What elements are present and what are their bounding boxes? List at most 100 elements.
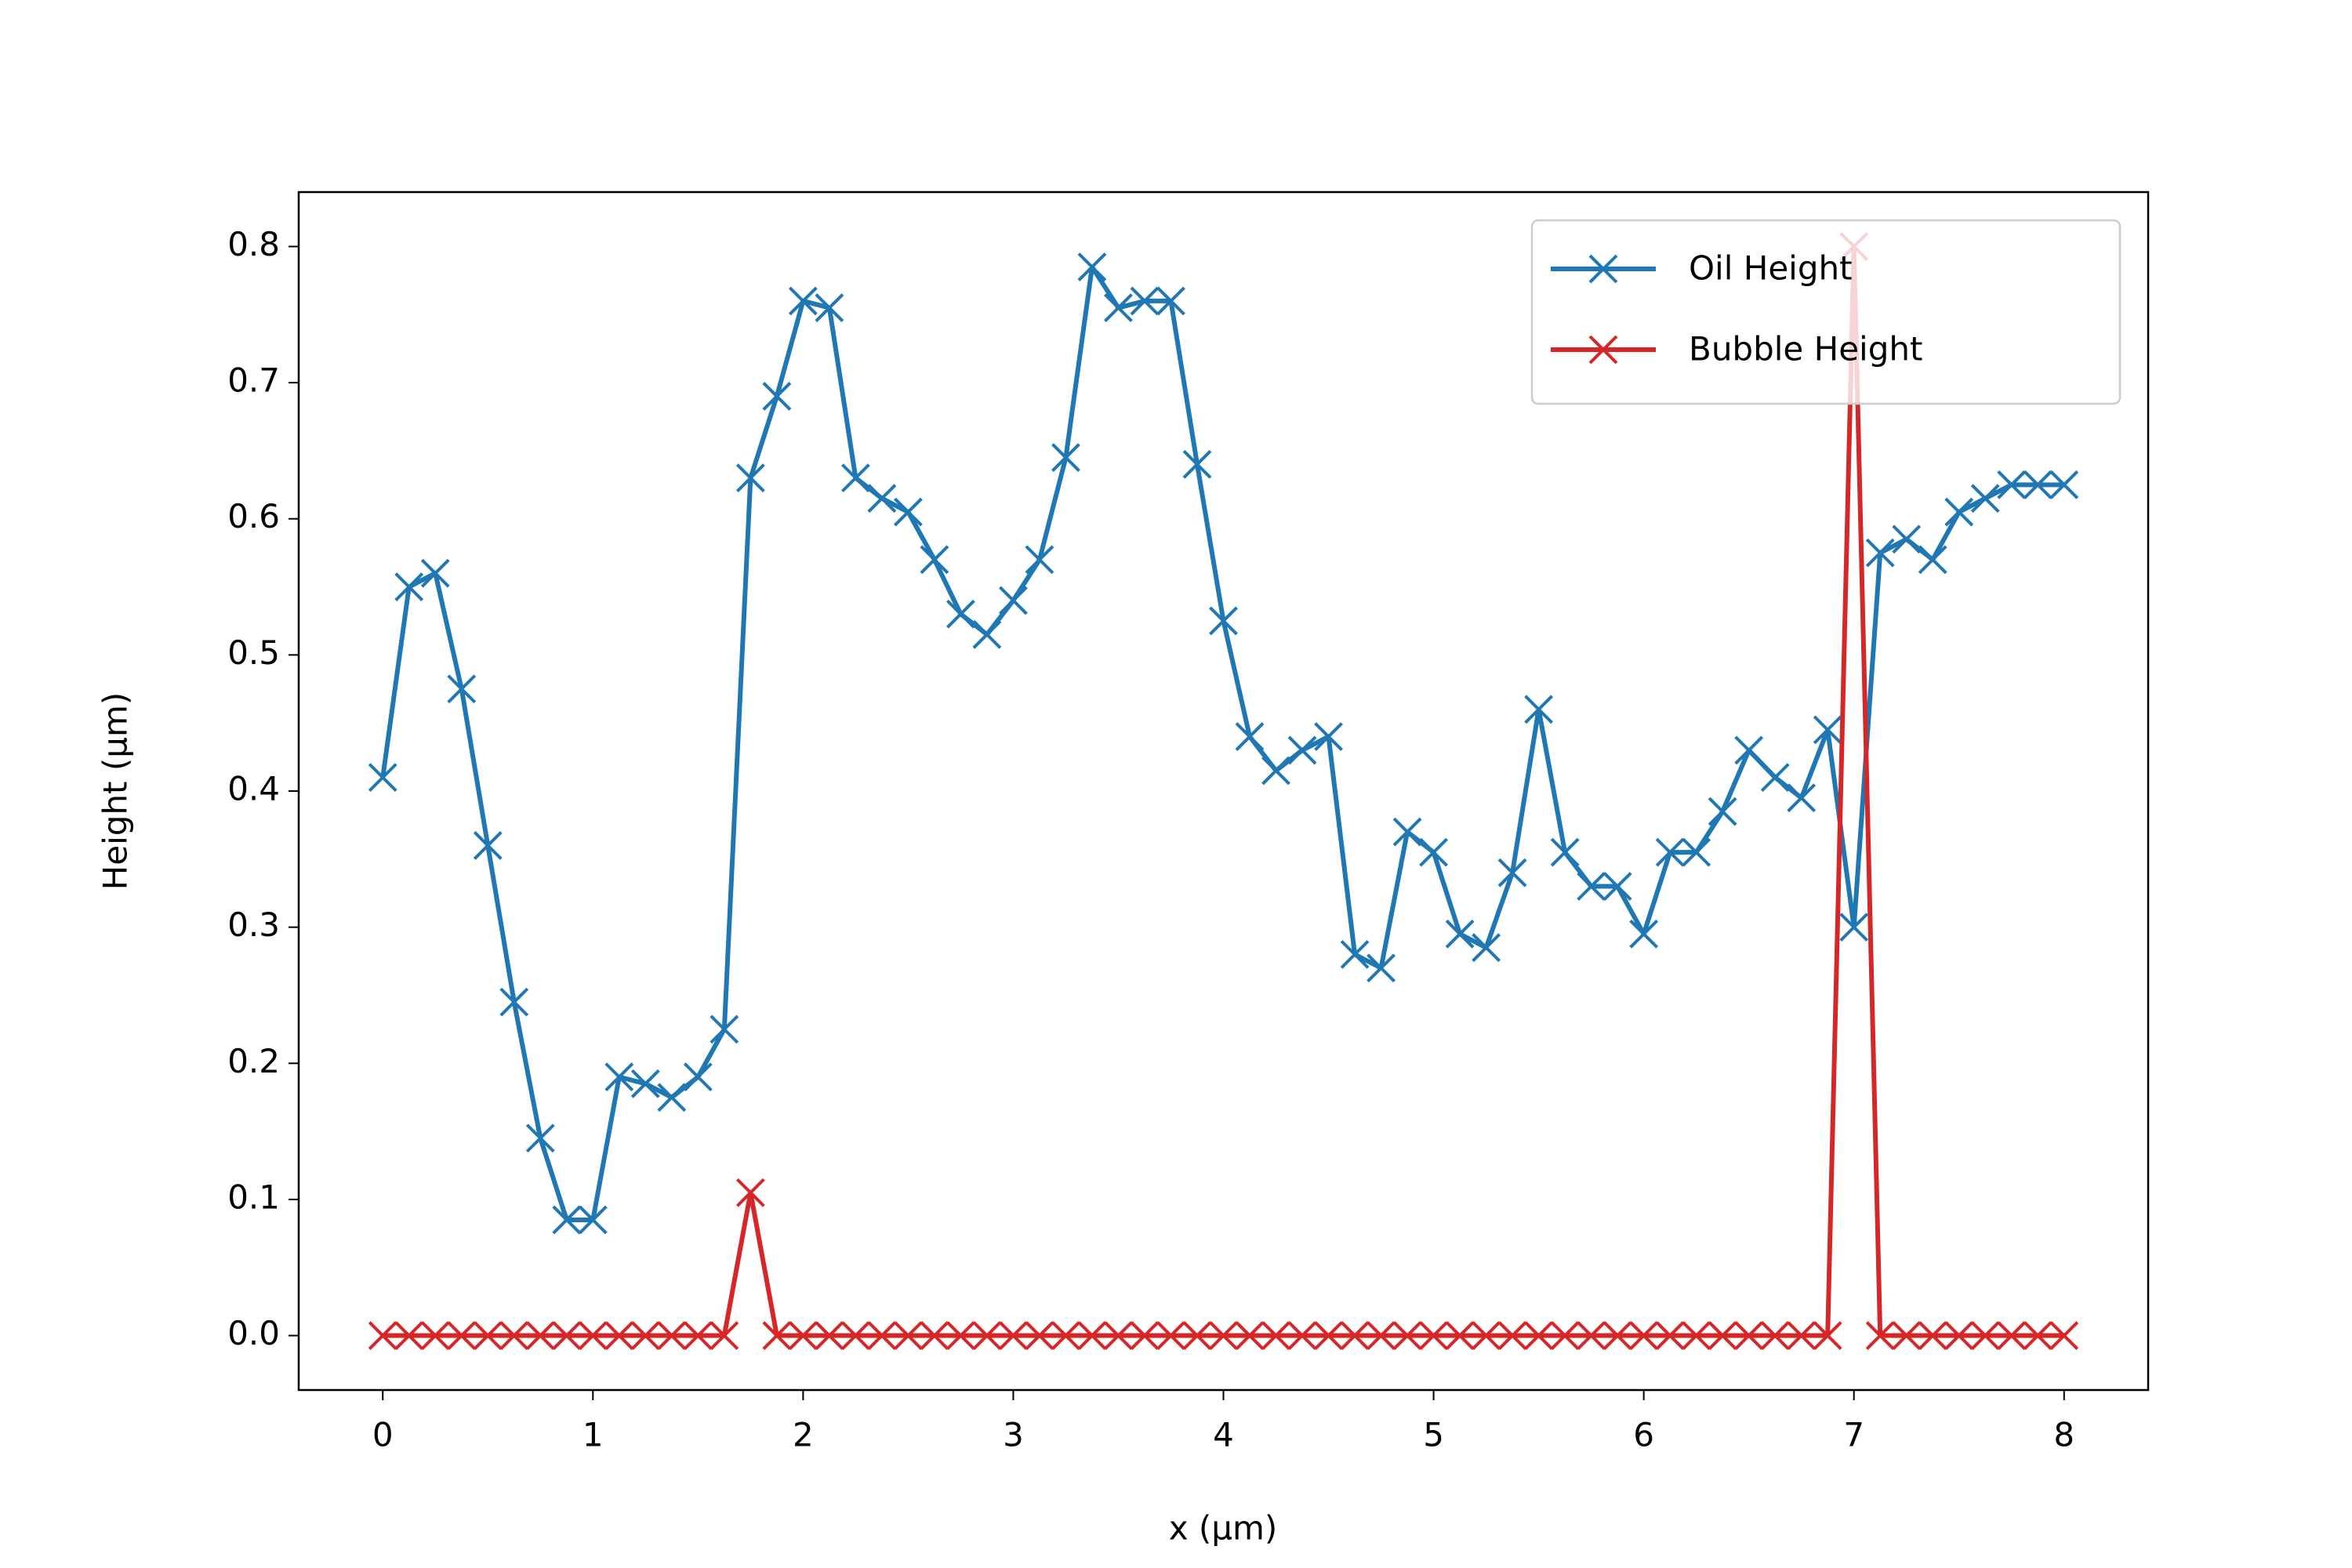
marker xyxy=(1156,286,1185,316)
y-tick-label: 0.8 xyxy=(227,225,280,263)
marker xyxy=(1524,695,1554,724)
y-tick-label: 0.0 xyxy=(227,1314,280,1352)
marker xyxy=(1865,1321,1895,1350)
marker xyxy=(788,1321,818,1350)
marker xyxy=(735,1178,765,1207)
marker xyxy=(1708,797,1737,826)
y-tick-label: 0.4 xyxy=(227,770,280,808)
marker xyxy=(1577,872,1606,901)
marker xyxy=(1629,1321,1659,1350)
x-tick-label: 6 xyxy=(1633,1416,1654,1454)
line xyxy=(380,264,2064,1222)
marker xyxy=(710,1014,739,1044)
marker xyxy=(788,286,818,316)
marker xyxy=(1261,1321,1290,1350)
legend-label: Oil Height xyxy=(1689,249,1853,288)
marker xyxy=(1497,858,1527,887)
marker xyxy=(1392,1321,1422,1350)
y-tick-label: 0.2 xyxy=(227,1042,280,1080)
marker xyxy=(1182,1321,1212,1350)
marker xyxy=(1602,872,1632,901)
marker xyxy=(1944,1321,1974,1350)
marker xyxy=(368,1321,397,1350)
marker xyxy=(1892,524,1922,554)
marker xyxy=(1445,919,1475,949)
marker xyxy=(999,586,1028,615)
marker xyxy=(735,463,765,493)
marker xyxy=(893,497,923,527)
marker xyxy=(447,1321,477,1350)
y-axis-label: Height (μm) xyxy=(96,692,135,891)
marker xyxy=(683,1062,713,1092)
marker xyxy=(394,572,424,601)
marker xyxy=(1287,1321,1317,1350)
marker xyxy=(1892,1321,1922,1350)
marker xyxy=(499,1321,529,1350)
marker xyxy=(1367,953,1396,983)
marker xyxy=(447,674,477,704)
marker xyxy=(946,1321,975,1350)
marker xyxy=(1445,1321,1475,1350)
marker xyxy=(815,1321,844,1350)
marker xyxy=(1156,1321,1185,1350)
x-tick-label: 1 xyxy=(583,1416,604,1454)
marker xyxy=(420,1321,450,1350)
x-tick-label: 8 xyxy=(2053,1416,2074,1454)
marker xyxy=(710,1321,739,1350)
plot-frame xyxy=(297,191,2150,1392)
legend: Oil Height Bubble Height xyxy=(1530,219,2122,405)
marker xyxy=(1787,783,1817,813)
marker xyxy=(1655,837,1685,867)
marker xyxy=(1602,1321,1632,1350)
marker xyxy=(1918,1321,1947,1350)
marker xyxy=(1497,1321,1527,1350)
x-tick-label: 2 xyxy=(793,1416,814,1454)
marker xyxy=(1629,919,1659,949)
x-tick-label: 4 xyxy=(1213,1416,1234,1454)
marker xyxy=(1025,545,1054,575)
marker xyxy=(972,1321,1002,1350)
marker xyxy=(1209,606,1238,636)
marker xyxy=(946,599,975,629)
marker xyxy=(578,1321,608,1350)
marker xyxy=(657,1321,687,1350)
marker xyxy=(1314,722,1343,751)
marker xyxy=(552,1205,582,1235)
marker xyxy=(2023,470,2053,499)
marker xyxy=(1813,1321,1842,1350)
marker xyxy=(815,293,844,323)
marker xyxy=(1997,470,2027,499)
legend-marker xyxy=(1588,335,1618,365)
marker xyxy=(1367,1321,1396,1350)
marker xyxy=(999,1321,1028,1350)
marker xyxy=(657,1083,687,1112)
marker xyxy=(1314,1321,1343,1350)
x-axis-label: x (μm) xyxy=(1169,1509,1278,1548)
marker xyxy=(920,1321,949,1350)
marker xyxy=(2049,1321,2079,1350)
marker xyxy=(1077,1321,1107,1350)
marker xyxy=(1839,913,1869,942)
series xyxy=(368,232,2079,1350)
marker xyxy=(1970,1321,2000,1350)
marker xyxy=(1918,545,1947,575)
marker xyxy=(1472,1321,1501,1350)
marker xyxy=(762,1321,792,1350)
marker xyxy=(1340,1321,1370,1350)
marker xyxy=(578,1205,608,1235)
marker xyxy=(1340,939,1370,969)
y-tick-label: 0.1 xyxy=(227,1178,280,1216)
x-tick-label: 3 xyxy=(1003,1416,1024,1454)
x-tick-label: 7 xyxy=(1843,1416,1864,1454)
marker xyxy=(867,484,897,514)
marker xyxy=(1077,252,1107,281)
marker xyxy=(2023,1321,2053,1350)
marker xyxy=(920,545,949,575)
marker xyxy=(368,763,397,793)
marker xyxy=(1182,449,1212,479)
marker xyxy=(2049,470,2079,499)
marker xyxy=(1235,722,1265,751)
marker xyxy=(552,1321,582,1350)
marker xyxy=(683,1321,713,1350)
marker xyxy=(1392,817,1422,847)
